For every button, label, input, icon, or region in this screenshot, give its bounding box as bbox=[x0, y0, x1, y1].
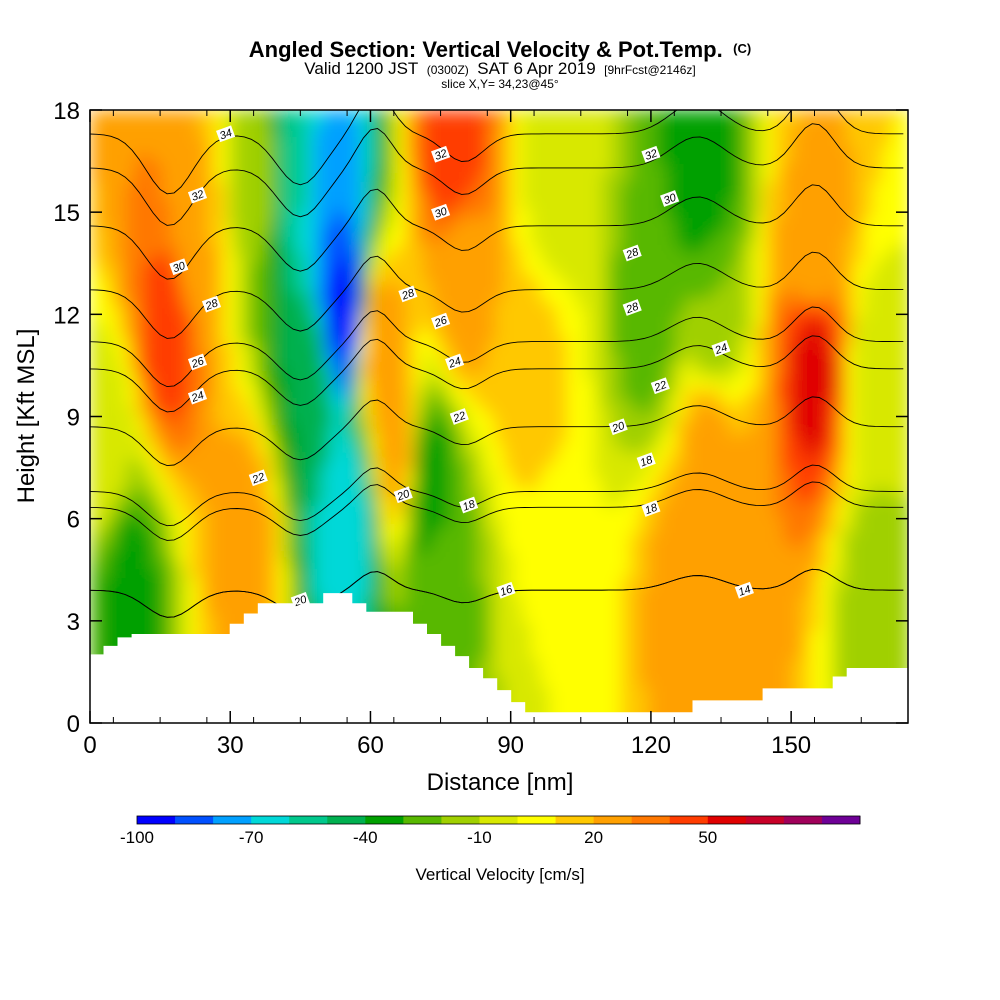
theta-label-24: 24 bbox=[711, 340, 731, 357]
colorbar-tick-label: -100 bbox=[120, 828, 154, 847]
plot-area: 34 32 30 28 26 24 22 20 32 30 28 26 24 22 20 18 16 32 30 28… bbox=[90, 110, 908, 723]
theta-label-30: 30 bbox=[660, 190, 680, 207]
x-axis-label: Distance [nm] bbox=[427, 769, 574, 796]
y-tick-label: 0 bbox=[67, 711, 80, 738]
theta-contour-16 bbox=[90, 568, 904, 618]
y-tick-label: 18 bbox=[53, 98, 80, 125]
y-tick-label: 12 bbox=[53, 302, 80, 329]
colorbar-tick-label: -40 bbox=[353, 828, 378, 847]
terrain bbox=[90, 593, 908, 723]
colorbar-swatch bbox=[707, 816, 747, 824]
colorbar-tick-label: -70 bbox=[239, 828, 264, 847]
theta-label-28: 28 bbox=[622, 299, 642, 317]
x-tick-label: 30 bbox=[217, 732, 244, 759]
colorbar-swatch bbox=[669, 816, 709, 824]
colorbar-swatch bbox=[821, 816, 861, 824]
terrain-edge bbox=[90, 593, 908, 714]
title-unit: (C) bbox=[733, 41, 751, 56]
theta-label-28: 28 bbox=[622, 244, 642, 262]
theta-label-16: 16 bbox=[496, 581, 516, 599]
theta-label-32: 32 bbox=[431, 145, 451, 163]
colorbar-swatch bbox=[175, 816, 214, 824]
colorbar-swatch bbox=[137, 816, 176, 824]
colorbar-swatch bbox=[479, 816, 519, 824]
y-axis-label: Height [Kft MSL] bbox=[13, 329, 40, 504]
theta-contour-26 bbox=[90, 306, 904, 388]
theta-label-20: 20 bbox=[608, 418, 628, 436]
colorbar-swatch bbox=[251, 816, 290, 824]
colorbar-swatch bbox=[289, 816, 328, 824]
valid-utc: (0300Z) bbox=[427, 63, 469, 77]
theta-contour-18 bbox=[90, 464, 904, 527]
theta-label-22: 22 bbox=[449, 408, 469, 426]
theta-label-20: 20 bbox=[393, 486, 413, 504]
colorbar-swatch bbox=[555, 816, 595, 824]
colorbar-title: Vertical Velocity [cm/s] bbox=[415, 865, 584, 884]
chart-title: Angled Section: Vertical Velocity & Pot.… bbox=[249, 37, 751, 91]
colorbar-swatch bbox=[365, 816, 404, 824]
colorbar-swatch bbox=[441, 816, 480, 824]
slice-info: slice X,Y= 34,23@45° bbox=[441, 77, 559, 91]
theta-contour-30 bbox=[90, 184, 904, 280]
theta-label-14: 14 bbox=[734, 581, 754, 599]
theta-label-22: 22 bbox=[650, 377, 670, 395]
axis-ticks: 0 30 60 90 120 150 0 3 6 9 12 15 18 bbox=[53, 98, 908, 759]
colorbar: -100 -70 -40 -10 20 50 bbox=[120, 815, 861, 847]
theta-label-18: 18 bbox=[459, 496, 479, 514]
theta-contour-22 bbox=[90, 396, 904, 467]
forecast-info: [9hrFcst@2146z] bbox=[604, 63, 696, 77]
colorbar-tick-label: 50 bbox=[698, 828, 717, 847]
theta-label-30: 30 bbox=[431, 203, 451, 221]
colorbar-swatch bbox=[783, 816, 823, 824]
x-tick-label: 90 bbox=[497, 732, 524, 759]
x-tick-label: 0 bbox=[83, 732, 96, 759]
title-main: Angled Section: Vertical Velocity & Pot.… bbox=[249, 37, 723, 62]
theta-label-24: 24 bbox=[187, 387, 208, 405]
theta-contour-labels: 34 32 30 28 26 24 22 20 32 30 28 26 24 22 20 18 16 32 30 28… bbox=[169, 125, 754, 609]
theta-contour-20 bbox=[90, 481, 904, 541]
theta-label-18: 18 bbox=[636, 452, 656, 469]
svg-text:Valid 1200 JST (0300Z): Valid 1200 JST (0300Z) SAT 6 Apr 2019 [9… bbox=[304, 59, 695, 78]
theta-contour-32 bbox=[90, 123, 904, 226]
theta-contours bbox=[90, 110, 904, 618]
colorbar-swatch bbox=[593, 816, 633, 824]
y-tick-label: 15 bbox=[53, 200, 80, 227]
theta-contour-24 bbox=[90, 335, 904, 413]
y-tick-label: 3 bbox=[67, 609, 80, 636]
colorbar-swatch bbox=[631, 816, 671, 824]
colorbar-tick-label: -10 bbox=[467, 828, 492, 847]
theta-label-32: 32 bbox=[641, 145, 661, 163]
theta-label-28: 28 bbox=[201, 295, 222, 313]
colorbar-swatch bbox=[403, 816, 442, 824]
theta-label-34: 34 bbox=[216, 125, 236, 142]
theta-label-22: 22 bbox=[248, 469, 268, 487]
y-tick-label: 6 bbox=[67, 507, 80, 534]
x-tick-label: 150 bbox=[771, 732, 811, 759]
theta-label-18: 18 bbox=[641, 500, 661, 517]
theta-label-32: 32 bbox=[187, 186, 208, 204]
x-tick-label: 60 bbox=[357, 732, 384, 759]
theta-label-26: 26 bbox=[187, 353, 208, 371]
valid-time: Valid 1200 JST bbox=[304, 59, 418, 78]
colorbar-swatch bbox=[745, 816, 785, 824]
y-tick-label: 9 bbox=[67, 405, 80, 432]
colorbar-swatch bbox=[517, 816, 557, 824]
theta-contour-28 bbox=[90, 251, 904, 339]
colorbar-frame bbox=[136, 815, 861, 825]
theta-label-20: 20 bbox=[290, 592, 310, 609]
theta-label-30: 30 bbox=[169, 258, 189, 275]
theta-label-28: 28 bbox=[398, 285, 418, 303]
colorbar-swatch bbox=[327, 816, 366, 824]
theta-label-26: 26 bbox=[431, 312, 451, 330]
colorbar-swatch bbox=[213, 816, 252, 824]
theta-label-24: 24 bbox=[445, 353, 465, 371]
valid-date: SAT 6 Apr 2019 bbox=[477, 59, 595, 78]
svg-text:Angled Section: Vertical Veloc: Angled Section: Vertical Velocity & Pot.… bbox=[249, 37, 751, 62]
colorbar-tick-label: 20 bbox=[584, 828, 603, 847]
x-tick-label: 120 bbox=[631, 732, 671, 759]
